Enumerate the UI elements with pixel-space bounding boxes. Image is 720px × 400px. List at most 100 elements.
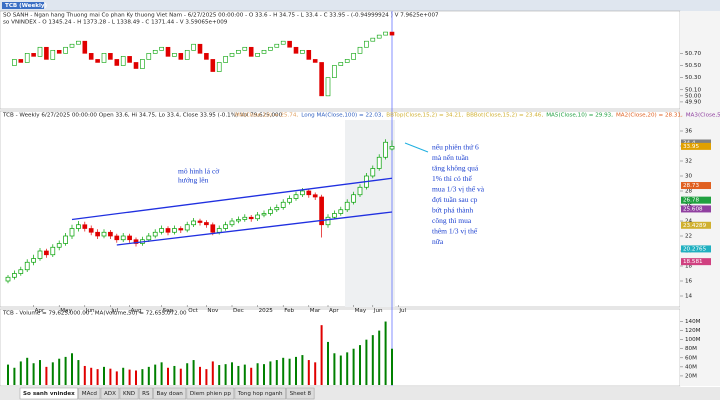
volume-bar [237, 365, 240, 385]
tab[interactable] [78, 387, 101, 400]
tab-label[interactable]: Diem phien pp [190, 391, 231, 397]
volume-bar [19, 361, 22, 385]
price-tag-label: 23.4289 [683, 223, 707, 229]
compare-candle [389, 31, 395, 36]
indicator-label: MA5(Close,10) = 29.93, [546, 113, 613, 119]
tab[interactable] [153, 387, 187, 400]
volume-bar [26, 357, 29, 385]
x-tick-label: Jun [373, 308, 383, 314]
candle-body [306, 190, 312, 196]
x-tick-label: Oct [188, 308, 198, 314]
candle-body [376, 156, 382, 169]
volume-bar [128, 369, 131, 385]
tab[interactable] [286, 387, 315, 400]
tab[interactable] [19, 387, 79, 400]
tab-label[interactable]: MAcd [82, 391, 98, 397]
tab-label[interactable]: Sheet 8 [290, 391, 312, 397]
tab-label[interactable]: So sanh vnindex [23, 391, 75, 397]
tab[interactable] [100, 387, 120, 400]
compare-candle [101, 53, 107, 63]
compare-candle [287, 40, 292, 48]
tab-label[interactable]: RS [142, 391, 150, 397]
compare-candle [165, 46, 171, 57]
compare-candle [12, 59, 17, 66]
candle-body [389, 146, 395, 150]
x-tick-label: Nov [207, 308, 219, 314]
tab[interactable] [119, 387, 139, 400]
compare-candle [210, 59, 216, 72]
candle-body [210, 224, 216, 233]
tab-label[interactable]: Bay doan [157, 391, 184, 397]
volume-bar [58, 358, 61, 385]
flag-note: hướng lên [178, 176, 209, 185]
candle-body [172, 228, 177, 233]
tab-label[interactable]: Tong hop nganh [237, 391, 283, 397]
candle-body [236, 219, 241, 222]
candle-body [344, 201, 350, 211]
volume-bar [359, 345, 361, 385]
compare-candle [108, 53, 113, 60]
candle-body [229, 220, 235, 226]
candle-body [293, 194, 299, 199]
compare-candle [172, 53, 177, 57]
compare-candle [146, 53, 152, 60]
tab[interactable] [138, 387, 153, 400]
compare-candle [152, 49, 158, 54]
compare-candle [18, 59, 24, 63]
volume-bar [295, 356, 297, 385]
volume-bar [269, 361, 272, 385]
candle-body [95, 231, 100, 237]
price-tag [681, 221, 711, 229]
volume-bar [160, 362, 163, 385]
tab[interactable] [234, 387, 286, 400]
compare-candle [280, 40, 286, 45]
volume-bar [333, 353, 336, 385]
compare-candle [140, 59, 145, 69]
compare-candle [274, 43, 280, 48]
compare-candle [76, 40, 81, 45]
volume-bar [96, 369, 99, 385]
indicator-label: BBBot(Close,15,2) = 23.46, [466, 113, 543, 119]
volume-bar [45, 366, 48, 385]
compare-candle [178, 53, 184, 60]
y-tick-label: 60M [685, 355, 697, 361]
candle-body [133, 239, 139, 244]
tab-label[interactable]: ADX [104, 391, 116, 397]
plan-note: đợi tuần sau cp [432, 195, 478, 204]
volume-bar [339, 355, 342, 385]
note-arrow [404, 142, 429, 153]
compare-candle [127, 56, 132, 63]
price-tag [681, 245, 711, 253]
volume-bar [250, 367, 253, 385]
compare-candle [357, 46, 363, 54]
compare-candle [63, 46, 68, 54]
y-tick-label: 80M [685, 346, 697, 352]
volume-bar [301, 355, 304, 385]
tab[interactable] [186, 387, 235, 400]
y-tick-label: 100M [685, 337, 701, 343]
title-tab[interactable] [2, 2, 44, 9]
volume-bar [122, 367, 125, 385]
volume-bar [103, 366, 105, 385]
compare-candle [370, 37, 376, 42]
volume-bar [378, 330, 381, 385]
compare-candle [351, 53, 356, 60]
candle-body [127, 235, 132, 241]
compare-candle [325, 77, 331, 97]
indicator-label: MA3(Close,50) = 25.44, [686, 113, 720, 119]
candle-body [82, 224, 88, 229]
volume-bar [199, 366, 201, 385]
price-tag-label: 18.581 [683, 259, 703, 265]
compare-candle [114, 59, 120, 66]
volume-bar [211, 361, 214, 385]
volume-bar [218, 365, 221, 385]
indicator-label: BBTop(Close,15,2) = 34.21, [386, 113, 463, 119]
tab-label[interactable]: KND [123, 391, 135, 397]
x-tick-label: Aug [131, 308, 142, 314]
candle-body [197, 220, 203, 223]
indicator-label: MA(Close,10) = 25.74, [235, 113, 298, 119]
candle-body [280, 201, 286, 208]
compare-candle [332, 65, 337, 78]
volume-bar [307, 360, 310, 385]
